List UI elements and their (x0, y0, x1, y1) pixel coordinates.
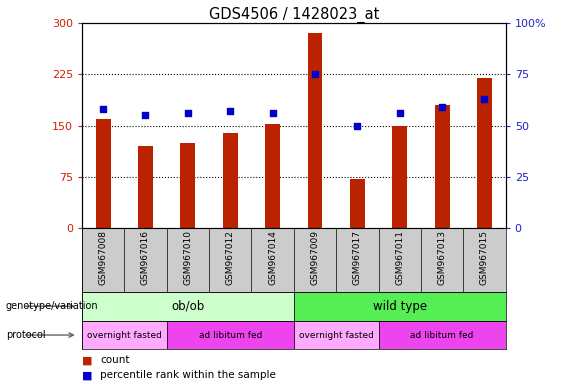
Bar (167, 321, 294, 349)
Text: GSM967009: GSM967009 (311, 230, 319, 285)
Text: GSM967010: GSM967010 (184, 230, 192, 285)
Bar (82, 292, 294, 321)
Text: count: count (100, 356, 129, 366)
Bar (350, 179, 365, 228)
Point (268, 110, 277, 116)
Bar (82, 321, 167, 349)
Text: GSM967017: GSM967017 (353, 230, 362, 285)
Bar (392, 126, 407, 228)
Text: GSM967011: GSM967011 (396, 230, 404, 285)
Point (141, 113, 150, 119)
Bar (138, 146, 153, 228)
Point (98, 106, 107, 113)
Point (480, 96, 489, 102)
Point (437, 104, 446, 110)
Bar (379, 321, 506, 349)
Text: protocol: protocol (6, 330, 45, 340)
Text: GSM967015: GSM967015 (480, 230, 489, 285)
Text: GSM967016: GSM967016 (141, 230, 150, 285)
Bar (434, 105, 450, 228)
Text: ad libitum fed: ad libitum fed (198, 331, 262, 339)
Point (311, 71, 320, 78)
Bar (477, 78, 492, 228)
Title: GDS4506 / 1428023_at: GDS4506 / 1428023_at (208, 7, 379, 23)
Text: ■: ■ (82, 370, 93, 381)
Text: overnight fasted: overnight fasted (299, 331, 373, 339)
Bar (265, 124, 280, 228)
Text: GSM967013: GSM967013 (438, 230, 446, 285)
Text: GSM967014: GSM967014 (268, 230, 277, 285)
Text: GSM967008: GSM967008 (99, 230, 107, 285)
Text: genotype/variation: genotype/variation (6, 301, 98, 311)
Text: ad libitum fed: ad libitum fed (410, 331, 474, 339)
Point (353, 123, 362, 129)
Point (183, 110, 192, 116)
Text: ob/ob: ob/ob (171, 300, 205, 313)
Bar (307, 33, 323, 228)
Point (226, 108, 235, 114)
Text: wild type: wild type (373, 300, 427, 313)
Text: ■: ■ (82, 356, 93, 366)
Point (396, 110, 405, 116)
Text: overnight fasted: overnight fasted (87, 331, 162, 339)
Bar (294, 292, 506, 321)
Bar (180, 143, 195, 228)
Bar (95, 119, 111, 228)
Bar (223, 132, 238, 228)
Bar (294, 321, 379, 349)
Text: percentile rank within the sample: percentile rank within the sample (100, 370, 276, 381)
Text: GSM967012: GSM967012 (226, 230, 234, 285)
